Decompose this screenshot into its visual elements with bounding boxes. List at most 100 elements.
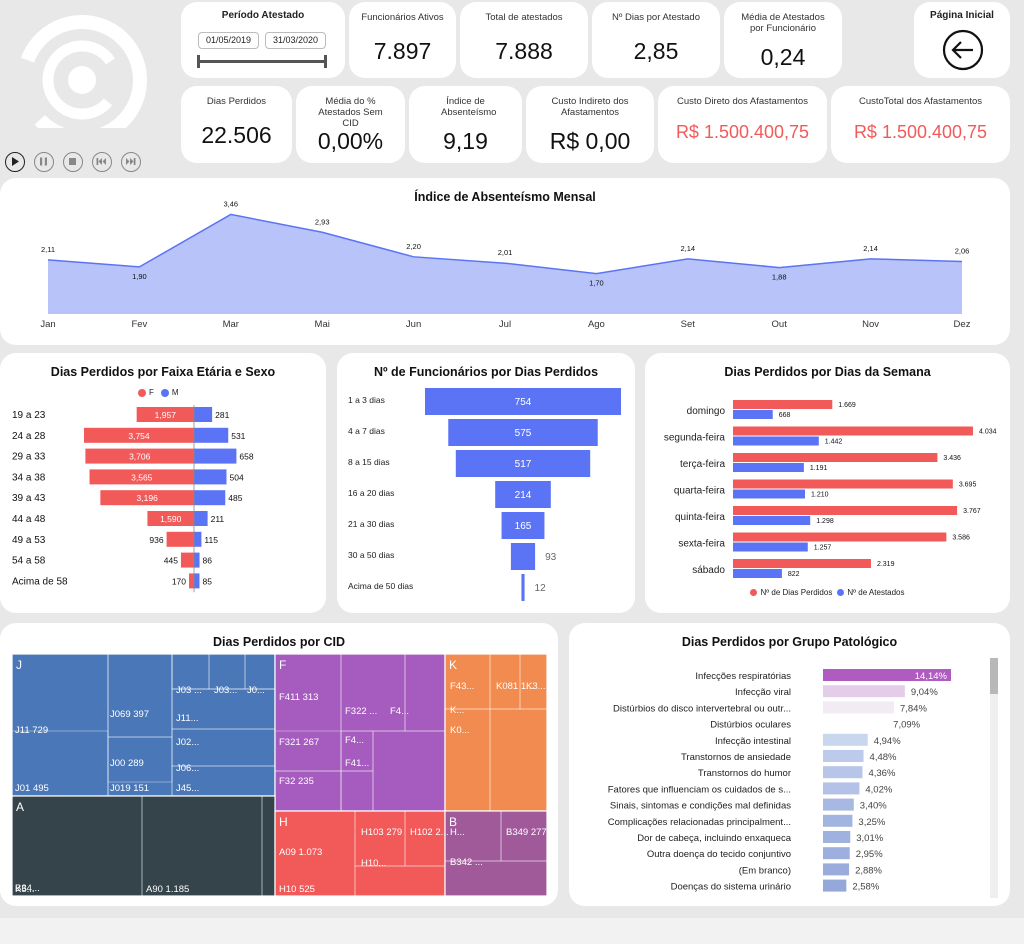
pause-icon bbox=[40, 157, 47, 166]
bar-dias bbox=[733, 400, 833, 409]
y-tick-label: 44 a 48 bbox=[12, 514, 46, 525]
x-tick-label: Jun bbox=[406, 319, 421, 330]
data-label: 4,36% bbox=[868, 768, 895, 779]
legend-label-atestados: Nº de Atestados bbox=[847, 588, 905, 597]
home-card[interactable]: Página Inicial bbox=[914, 2, 1010, 78]
treemap-label: A09 1.073 bbox=[279, 847, 322, 858]
x-tick-label: Mai bbox=[315, 319, 330, 330]
treemap-cell bbox=[171, 765, 276, 797]
data-label-f: 3,706 bbox=[129, 452, 151, 462]
treemap-label: F4... bbox=[345, 735, 364, 746]
treemap-label: J11 729 bbox=[15, 725, 48, 736]
kpi-label: Custo Indireto dos Afastamentos bbox=[551, 96, 629, 118]
period-start-input[interactable]: 01/05/2019 bbox=[198, 32, 259, 49]
stop-button[interactable] bbox=[63, 152, 83, 172]
data-label: 2,06 bbox=[955, 247, 970, 256]
play-button[interactable] bbox=[5, 152, 25, 172]
kpi-label: Funcionários Ativos bbox=[361, 12, 444, 23]
data-label: 2,88% bbox=[855, 865, 882, 876]
back-arrow-icon[interactable] bbox=[941, 28, 985, 77]
kpi-value: 7.897 bbox=[373, 38, 432, 64]
grouped-bar-chart: domingo 1.669 668 segunda-feira 4.034 1.442 te… bbox=[664, 400, 997, 578]
bar bbox=[823, 782, 860, 795]
y-tick-label: terça-feira bbox=[680, 459, 725, 470]
treemap-label: B342 ... bbox=[450, 857, 483, 868]
pause-button[interactable] bbox=[34, 152, 54, 172]
kpi-value: 9,19 bbox=[443, 128, 488, 154]
data-label: 2,93 bbox=[315, 217, 330, 226]
next-button[interactable] bbox=[121, 152, 141, 172]
treemap-cell bbox=[444, 860, 548, 897]
treemap-label: K0... bbox=[450, 725, 470, 736]
bar-f bbox=[84, 427, 194, 443]
treemap-cell bbox=[340, 770, 374, 812]
legend-dot-dias bbox=[750, 589, 758, 596]
data-label: 2,11 bbox=[41, 245, 55, 254]
bar-dias bbox=[733, 506, 958, 515]
y-tick-label: Fatores que influenciam os cuidados de s… bbox=[608, 784, 791, 795]
treemap-label: B34... bbox=[15, 883, 40, 894]
previous-button[interactable] bbox=[92, 152, 112, 172]
chart-cid-treemap: Dias Perdidos por CID J F K A H B J11 729 J01 4… bbox=[0, 623, 558, 906]
data-label: 2,14 bbox=[680, 244, 695, 253]
period-end-input[interactable]: 31/03/2020 bbox=[265, 32, 326, 49]
y-tick-label: 29 a 33 bbox=[12, 452, 46, 463]
kpi-value: 2,85 bbox=[633, 38, 679, 64]
bar-f bbox=[85, 448, 194, 464]
funnel-bar bbox=[455, 450, 591, 477]
treemap-label: H103 279 bbox=[361, 827, 402, 838]
play-icon bbox=[12, 157, 19, 166]
data-label-dias: 3.767 bbox=[963, 508, 981, 515]
funnel-bar bbox=[521, 574, 525, 601]
treemap-label: F4... bbox=[390, 706, 409, 717]
bar-m bbox=[194, 573, 200, 589]
bar-f bbox=[166, 531, 194, 547]
bar-f bbox=[180, 552, 194, 568]
area-fill bbox=[48, 214, 962, 314]
bar-m bbox=[194, 531, 202, 547]
chart-legend: F M bbox=[138, 388, 179, 397]
y-tick-label: Dor de cabeça, incluindo enxaqueca bbox=[637, 833, 791, 844]
chart-title: Dias Perdidos por CID bbox=[213, 635, 345, 649]
treemap-label: B349 277 bbox=[506, 827, 547, 838]
kpi-value: 0,00% bbox=[317, 128, 384, 154]
y-tick-label: 39 a 43 bbox=[12, 493, 46, 504]
bar-dias bbox=[733, 559, 871, 568]
data-label: 14,14% bbox=[915, 671, 948, 682]
data-label-dias: 3.695 bbox=[959, 482, 977, 489]
scrollbar[interactable] bbox=[990, 658, 998, 898]
data-label-m: 485 bbox=[228, 493, 242, 503]
x-tick-label: Set bbox=[681, 319, 696, 330]
period-slider[interactable] bbox=[197, 55, 327, 68]
treemap-label: K081 1... bbox=[496, 681, 534, 692]
y-tick-label: Acima de 58 bbox=[12, 576, 68, 587]
treemap-label: H10... bbox=[361, 858, 386, 869]
scrollbar-thumb[interactable] bbox=[990, 658, 998, 694]
y-tick-label: sexta-feira bbox=[678, 539, 725, 550]
chart-title: Dias Perdidos por Grupo Patológico bbox=[681, 635, 898, 649]
y-tick-label: 34 a 38 bbox=[12, 472, 46, 483]
x-tick-label: Nov bbox=[862, 319, 879, 330]
legend-dot-m bbox=[160, 388, 169, 397]
bar-m bbox=[194, 469, 227, 485]
y-tick-label: Acima de 50 dias bbox=[348, 581, 413, 591]
kpi-value: R$ 1.500.400,75 bbox=[675, 122, 810, 142]
kpi-custo-indireto: Custo Indireto dos Afastamentos R$ 0,00 bbox=[526, 86, 654, 163]
treemap-label: J03... bbox=[214, 685, 237, 696]
funnel-bar bbox=[495, 481, 551, 508]
period-slider-end-handle[interactable] bbox=[324, 55, 327, 68]
kpi-label: Total de atestados bbox=[485, 12, 563, 23]
x-tick-label: Jul bbox=[499, 319, 511, 330]
bottom-bar bbox=[0, 918, 1024, 944]
period-slider-start-handle[interactable] bbox=[197, 55, 200, 68]
treemap-label: J06... bbox=[176, 763, 199, 774]
bar-m bbox=[194, 448, 237, 464]
bar-atestados bbox=[733, 569, 782, 578]
y-tick-label: 1 a 3 dias bbox=[348, 395, 385, 405]
treemap-cell bbox=[107, 653, 173, 797]
bar bbox=[823, 798, 854, 811]
treemap-cell bbox=[107, 736, 173, 783]
legend-label-m: M bbox=[171, 388, 179, 397]
data-label-dias: 2.319 bbox=[877, 561, 895, 568]
kpi-label: Dias Perdidos bbox=[206, 96, 267, 107]
